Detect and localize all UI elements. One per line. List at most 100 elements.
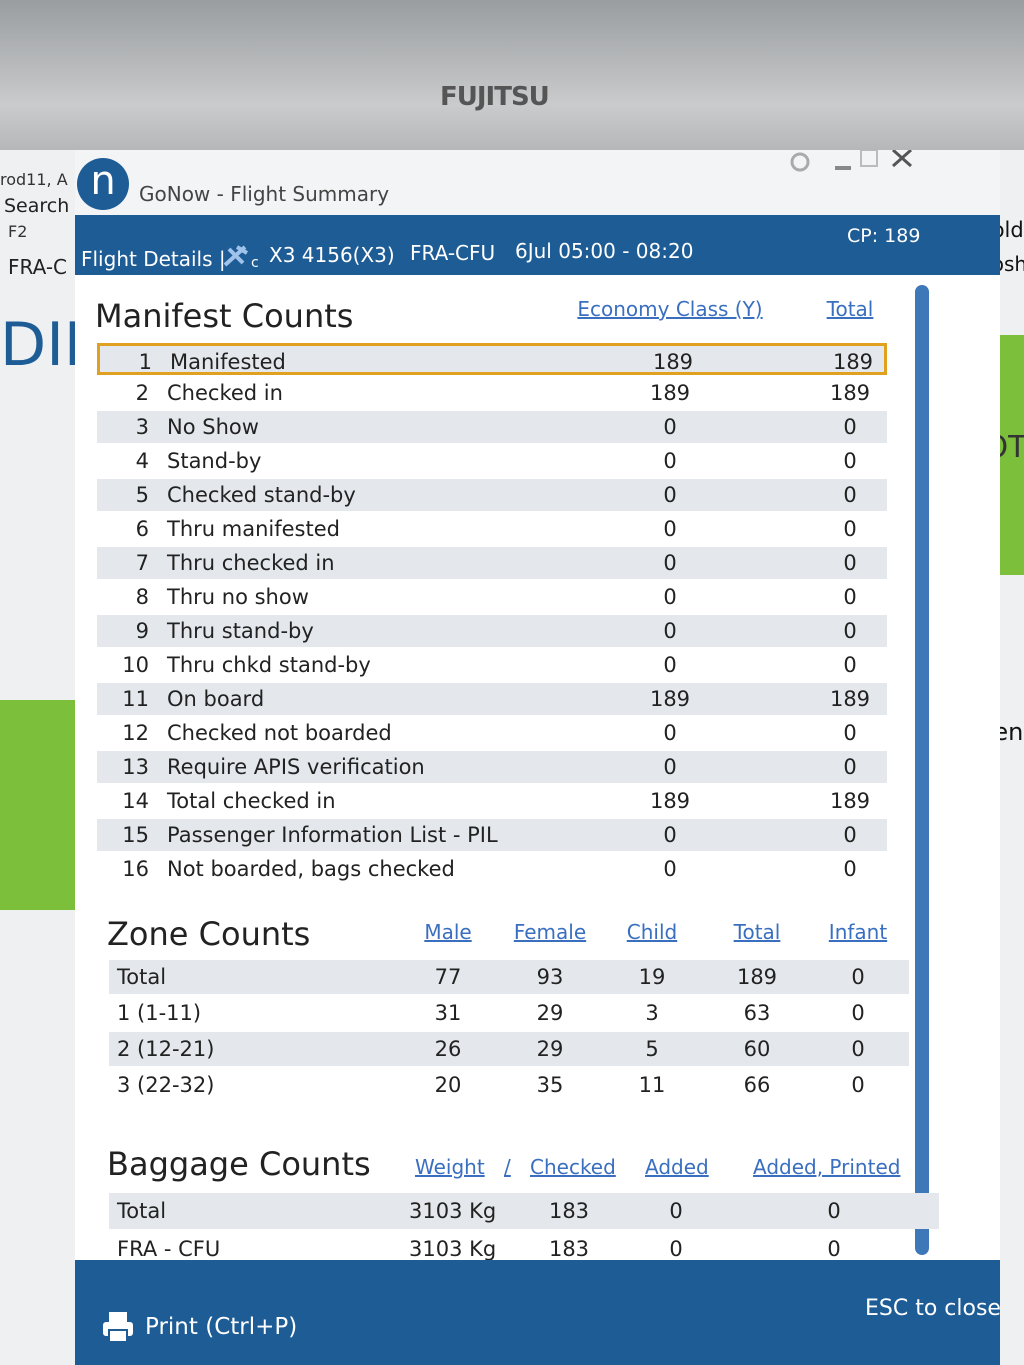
total-count: 0 <box>843 517 857 541</box>
manifest-row: 5 Checked stand-by 0 0 <box>97 479 887 511</box>
manifest-row: 8 Thru no show 0 0 <box>97 581 887 613</box>
economy-count: 0 <box>663 721 677 745</box>
total-count: 0 <box>843 721 857 745</box>
row-label: Passenger Information List - PIL <box>167 823 498 847</box>
total-count: 0 <box>843 551 857 575</box>
zone-count: 26 <box>434 1037 462 1061</box>
total-count: 189 <box>829 789 871 813</box>
row-label: Thru chkd stand-by <box>167 653 371 677</box>
total-count: 0 <box>843 415 857 439</box>
total-count: 0 <box>843 823 857 847</box>
manifest-row: 15 Passenger Information List - PIL 0 0 <box>97 819 887 851</box>
row-label: Total checked in <box>167 789 336 813</box>
economy-count: 0 <box>663 415 677 439</box>
row-number: 8 <box>135 585 149 609</box>
row-label: Thru stand-by <box>167 619 314 643</box>
background-text: DIN <box>0 310 75 380</box>
summary-content: Manifest Counts Economy Class (Y) Total 1 Ma… <box>75 275 1000 1265</box>
manifest-row: 13 Require APIS verification 0 0 <box>97 751 887 783</box>
title-bar: n GoNow - Flight Summary <box>75 150 1000 215</box>
economy-count: 189 <box>649 789 691 813</box>
close-hint[interactable]: ESC to close <box>865 1296 1000 1321</box>
economy-count: 0 <box>663 483 677 507</box>
manifest-row: 9 Thru stand-by 0 0 <box>97 615 887 647</box>
airline-icon <box>223 245 249 267</box>
zone-count: 11 <box>638 1073 666 1097</box>
manifest-row: 6 Thru manifested 0 0 <box>97 513 887 545</box>
background-text: F2 <box>8 222 28 241</box>
baggage-row: FRA - CFU 3103 Kg 183 0 0 <box>109 1231 939 1267</box>
economy-count: 0 <box>663 755 677 779</box>
date-time: 6Jul 05:00 - 08:20 <box>515 239 694 263</box>
total-count: 0 <box>843 585 857 609</box>
row-number: 16 <box>122 857 149 881</box>
zone-row: 2 (12-21) 26 29 5 60 0 <box>109 1032 909 1066</box>
row-number: 14 <box>122 789 149 813</box>
manifest-row: 2 Checked in 189 189 <box>97 377 887 409</box>
zone-count: 0 <box>851 1037 865 1061</box>
zone-count: 77 <box>434 965 462 989</box>
row-number: 15 <box>122 823 149 847</box>
economy-count: 189 <box>649 687 691 711</box>
zone-count: 0 <box>851 1001 865 1025</box>
manifest-row: 11 On board 189 189 <box>97 683 887 715</box>
economy-count: 0 <box>663 585 677 609</box>
row-number: 7 <box>135 551 149 575</box>
row-label: Checked in <box>167 381 283 405</box>
baggage-weight: 3103 Kg <box>409 1199 497 1223</box>
manifest-row: 12 Checked not boarded 0 0 <box>97 717 887 749</box>
economy-count: 0 <box>663 619 677 643</box>
row-number: 5 <box>135 483 149 507</box>
total-count: 189 <box>832 350 874 374</box>
column-header: Added, Printed <box>753 1155 901 1179</box>
row-label: Checked not boarded <box>167 721 392 745</box>
manifest-row: 14 Total checked in 189 189 <box>97 785 887 817</box>
zone-count: 19 <box>638 965 666 989</box>
row-label: Thru manifested <box>167 517 340 541</box>
baggage-added-printed: 0 <box>827 1237 841 1261</box>
row-number: 13 <box>122 755 149 779</box>
economy-count: 0 <box>663 653 677 677</box>
row-number: 9 <box>135 619 149 643</box>
section-title: Manifest Counts <box>95 297 354 335</box>
row-label: Not boarded, bags checked <box>167 857 455 881</box>
row-number: 3 <box>135 415 149 439</box>
background-text: Search <box>4 195 70 217</box>
footer-bar: Print (Ctrl+P) ESC to close <box>75 1260 1000 1365</box>
total-count: 0 <box>843 449 857 473</box>
background-text: FRA-C <box>8 255 68 279</box>
zone-count: 60 <box>743 1037 771 1061</box>
column-header: Total <box>733 920 781 944</box>
zone-count: 0 <box>851 1073 865 1097</box>
baggage-added: 0 <box>669 1237 683 1261</box>
baggage-checked: 183 <box>548 1199 590 1223</box>
zone-count: 3 <box>645 1001 659 1025</box>
green-panel <box>0 700 75 910</box>
zone-row: 1 (1-11) 31 29 3 63 0 <box>109 996 909 1030</box>
row-label: No Show <box>167 415 259 439</box>
manifest-row: 10 Thru chkd stand-by 0 0 <box>97 649 887 681</box>
zone-count: 66 <box>743 1073 771 1097</box>
row-number: 6 <box>135 517 149 541</box>
scrollbar[interactable] <box>915 285 929 1255</box>
column-header: Male <box>424 920 472 944</box>
print-button[interactable]: Print (Ctrl+P) <box>145 1314 298 1340</box>
total-count: 0 <box>843 755 857 779</box>
row-label: Manifested <box>170 350 286 374</box>
zone-label: 1 (1-11) <box>117 1001 202 1025</box>
manifest-row: 1 Manifested 189 189 <box>97 343 887 375</box>
flight-summary-window: n GoNow - Flight Summary Flight Details … <box>75 150 1000 1365</box>
column-header: Economy Class (Y) <box>577 297 763 321</box>
row-label: Require APIS verification <box>167 755 425 779</box>
zone-count: 0 <box>851 965 865 989</box>
window-controls[interactable] <box>785 150 925 190</box>
print-icon[interactable] <box>101 1310 135 1344</box>
manifest-row: 3 No Show 0 0 <box>97 411 887 443</box>
economy-count: 0 <box>663 857 677 881</box>
header-label: Flight Details | <box>81 247 226 271</box>
monitor-bezel: FUJITSU <box>0 0 1024 150</box>
section-title: Baggage Counts <box>107 1145 371 1183</box>
total-count: 0 <box>843 653 857 677</box>
column-header: Weight <box>415 1155 485 1179</box>
